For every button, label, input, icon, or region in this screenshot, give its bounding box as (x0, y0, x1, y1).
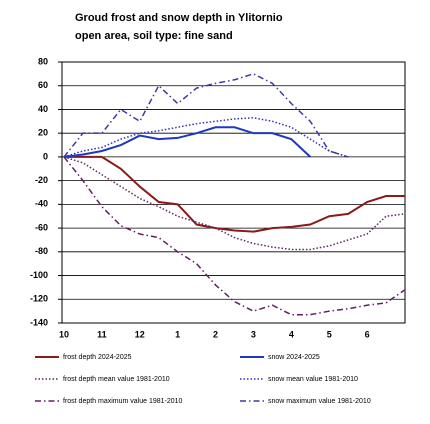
y-tick-label: -140 (30, 317, 48, 327)
y-tick-label: 20 (38, 128, 48, 138)
x-tick-label: 12 (135, 329, 145, 339)
chart-subtitle: open area, soil type: fine sand (75, 30, 233, 42)
x-tick-label: 4 (289, 329, 294, 339)
y-tick-label: -20 (35, 175, 48, 185)
y-tick-label: -40 (35, 199, 48, 209)
y-tick-label: -100 (30, 270, 48, 280)
x-tick-label: 10 (59, 329, 69, 339)
y-tick-label: 40 (38, 104, 48, 114)
plot-area (61, 61, 406, 324)
series-line (63, 156, 406, 251)
y-tick-label: -120 (30, 294, 48, 304)
x-tick-label: 11 (97, 329, 107, 339)
y-tick-label: 60 (38, 80, 48, 90)
series-line (63, 117, 349, 158)
y-tick-label: -60 (35, 222, 48, 232)
x-tick-label: 1 (175, 329, 180, 339)
y-tick-label: -80 (35, 246, 48, 256)
x-tick-label: 5 (327, 329, 332, 339)
legend-label: frost depth 2024-2025 (63, 354, 132, 361)
legend-label: frost depth mean value 1981-2010 (63, 376, 170, 383)
y-tick-label: 0 (43, 151, 48, 161)
series-line (63, 126, 311, 158)
y-tick-label: 80 (38, 56, 48, 66)
legend-label: snow mean value 1981-2010 (268, 376, 358, 383)
legend-label: snow 2024-2025 (268, 354, 320, 361)
series-line (64, 155, 405, 233)
x-tick-label: 6 (365, 329, 370, 339)
x-tick-label: 2 (213, 329, 218, 339)
legend-label: frost depth maximum value 1981-2010 (63, 398, 183, 405)
chart-title: Groud frost and snow depth in Ylitornio (75, 12, 283, 24)
legend-label: snow maximum value 1981-2010 (268, 398, 371, 405)
x-tick-label: 3 (251, 329, 256, 339)
series-line (63, 73, 349, 158)
